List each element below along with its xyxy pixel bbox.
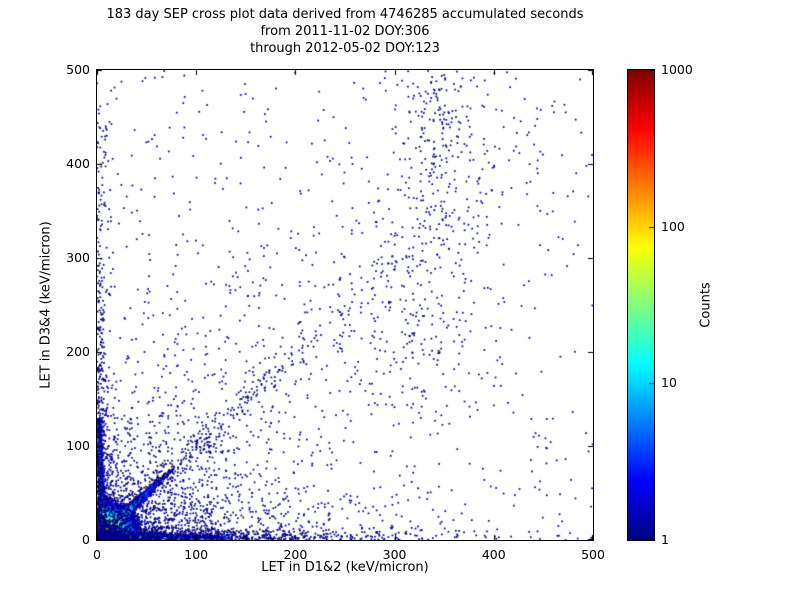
plot-title-line1: 183 day SEP cross plot data derived from… bbox=[106, 7, 584, 22]
y-tick-label: 0 bbox=[82, 532, 90, 547]
x-tick-label: 300 bbox=[382, 547, 407, 562]
x-axis-label: LET in D1&2 (keV/micron) bbox=[261, 560, 429, 575]
y-tick-label: 300 bbox=[66, 250, 90, 265]
y-tick-label: 100 bbox=[66, 438, 90, 453]
plot-title-line3: through 2012-05-02 DOY:123 bbox=[250, 41, 440, 56]
y-tick-label: 500 bbox=[66, 62, 90, 77]
plot-canvas bbox=[97, 70, 593, 540]
x-tick-label: 100 bbox=[184, 547, 209, 562]
colorbar-tick-label: 1000 bbox=[661, 62, 693, 77]
colorbar-tick-label: 10 bbox=[661, 375, 677, 391]
colorbar-tick-label: 100 bbox=[661, 218, 685, 234]
colorbar-tick-label: 1 bbox=[661, 532, 669, 547]
colorbar bbox=[627, 69, 655, 541]
y-tick-label: 400 bbox=[66, 156, 90, 171]
plot-area bbox=[96, 69, 594, 541]
x-tick-label: 200 bbox=[283, 547, 308, 562]
x-tick-label: 400 bbox=[481, 547, 506, 562]
colorbar-canvas bbox=[628, 70, 654, 540]
plot-title: 183 day SEP cross plot data derived from… bbox=[97, 6, 593, 57]
colorbar-label: Counts bbox=[698, 282, 714, 328]
plot-title-line2: from 2011-11-02 DOY:306 bbox=[260, 24, 430, 39]
y-tick-label: 200 bbox=[66, 344, 90, 359]
y-axis-label: LET in D3&4 (keV/micron) bbox=[38, 221, 54, 389]
x-tick-label: 500 bbox=[581, 547, 605, 562]
x-tick-label: 0 bbox=[93, 547, 101, 562]
